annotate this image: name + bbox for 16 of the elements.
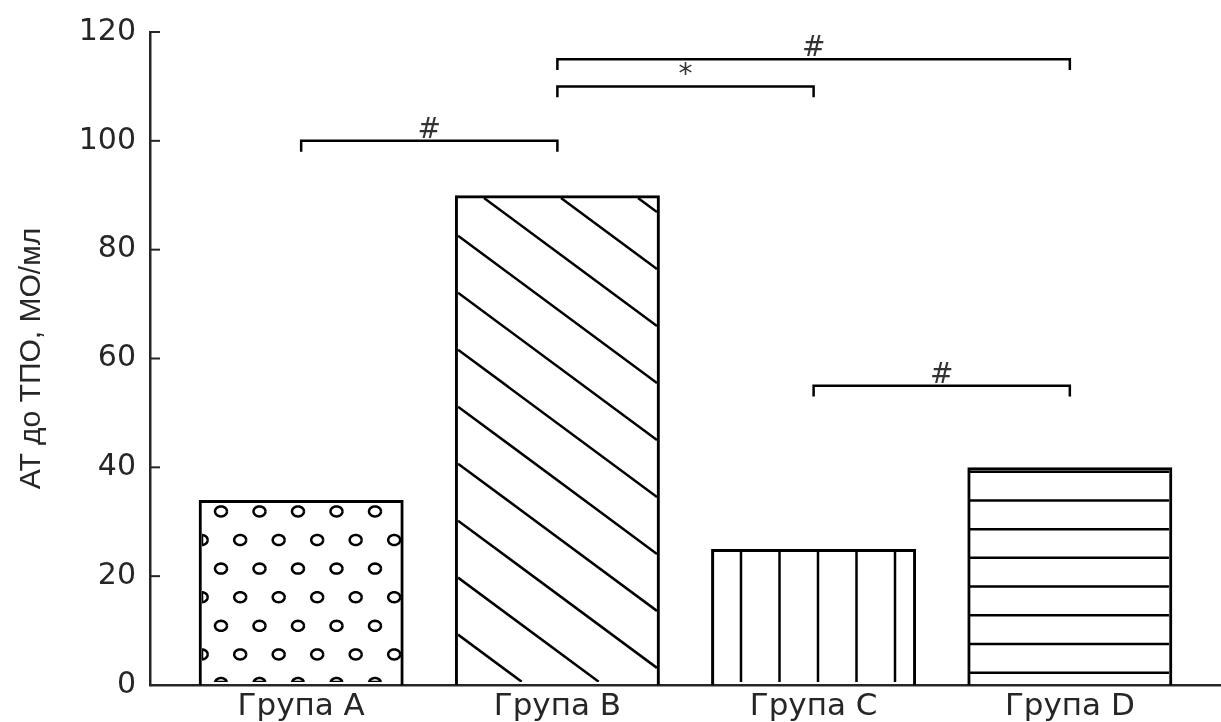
x-tick-label: Група B (493, 685, 622, 722)
x-tick-label: Група D (1004, 685, 1135, 722)
y-tick-label: 120 (78, 11, 136, 47)
annotation: # (417, 111, 442, 145)
x-tick-label: Група A (237, 685, 365, 722)
y-tick-label: 60 (97, 338, 136, 374)
x-tick-label: Група C (749, 685, 878, 722)
y-tick-label: 40 (97, 447, 136, 483)
y-tick-label: 0 (116, 664, 136, 700)
annotation: * (678, 57, 693, 91)
y-tick-label: 20 (97, 555, 136, 591)
y-axis-title: АТ до ТПО, МО/мл (13, 227, 47, 490)
annotation: # (929, 356, 954, 390)
y-tick-label: 80 (97, 229, 136, 265)
annotation: # (801, 30, 826, 64)
y-tick-label: 100 (78, 120, 136, 156)
